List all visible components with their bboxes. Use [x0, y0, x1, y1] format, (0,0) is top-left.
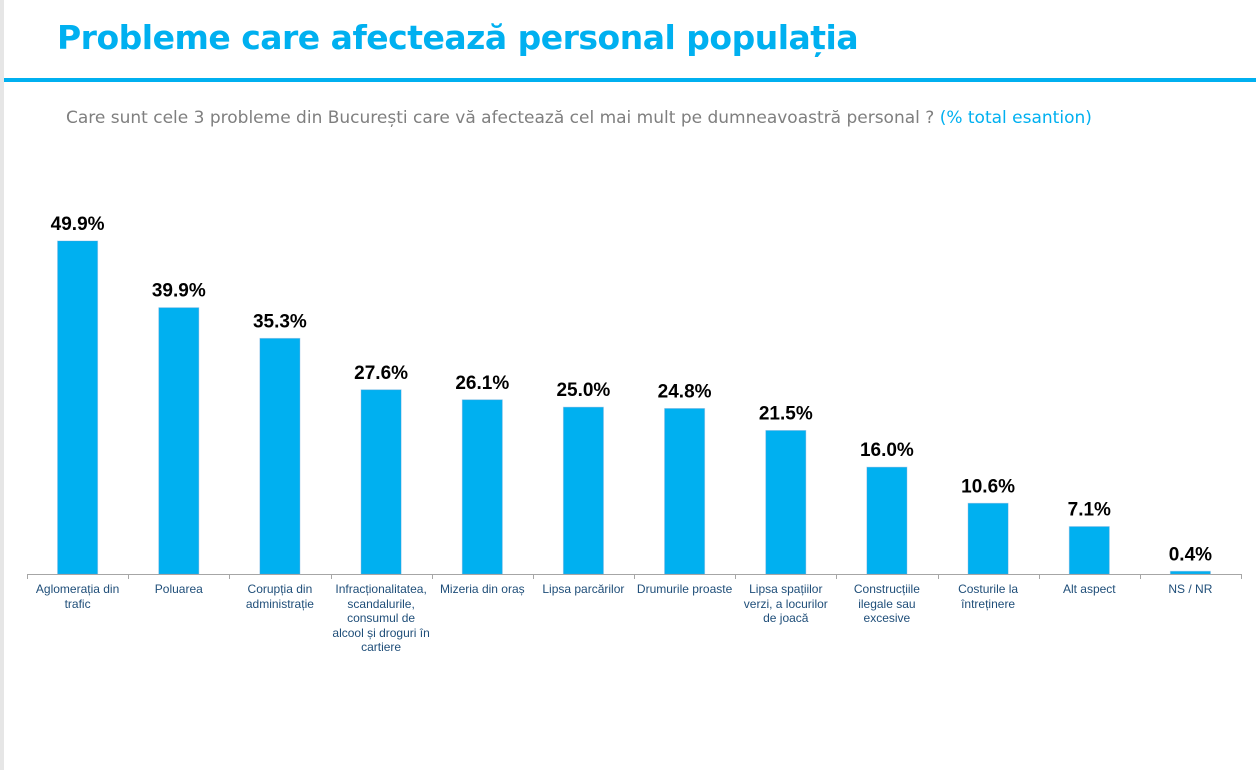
title-divider — [4, 78, 1256, 82]
data-label: 49.9% — [51, 214, 105, 235]
x-tick-label-line: Aglomerația din — [35, 582, 120, 596]
data-label: 7.1% — [1068, 500, 1111, 521]
x-tick-label-line: Construcțiile — [853, 582, 920, 596]
data-label: 16.0% — [860, 440, 914, 461]
bar — [1068, 526, 1110, 575]
x-tick-label: Infracționalitatea, scandalurile, consumul… — [331, 582, 431, 655]
x-tick-label-line: de joacă — [763, 611, 809, 625]
x-tick-label-line: excesive — [863, 611, 911, 625]
data-label: 39.9% — [152, 281, 206, 302]
data-label: 26.1% — [455, 373, 509, 394]
page-title: Probleme care afectează personal populaț… — [57, 18, 859, 57]
data-label: 35.3% — [253, 311, 307, 332]
value-labels-group: 49.9% 39.9% 35.3% 27.6% 26.1% 25.0% 24.8% 21.5%… — [51, 214, 1212, 565]
x-tick-label-line: Drumurile proaste — [636, 582, 733, 596]
bar — [259, 337, 301, 575]
bar — [562, 406, 604, 575]
x-tick-label-line: Alt aspect — [1062, 582, 1116, 596]
bar — [664, 408, 706, 575]
x-tick-label-line: Lipsa spațiilor — [749, 582, 823, 596]
x-tick-label-line: trafic — [64, 596, 91, 611]
x-tick-label: Lipsa spațiilor verzi, a locurilor de joac… — [736, 582, 836, 626]
x-tick-label-line: întreținere — [961, 596, 1016, 611]
subtitle-question: Care sunt cele 3 probleme din București … — [66, 108, 935, 128]
x-tick-label-line: alcool și droguri în — [332, 625, 430, 640]
x-tick-label-line: ilegale sau — [858, 596, 916, 611]
left-edge-strip — [0, 0, 4, 770]
x-tick-label: Corupția din administrație — [230, 582, 330, 611]
data-label: 10.6% — [961, 476, 1015, 497]
x-tick-label-line: verzi, a locurilor — [743, 596, 828, 611]
x-tick-label: Drumurile proaste — [635, 582, 735, 597]
x-tick-label-line: cartiere — [361, 640, 402, 654]
x-tick-label: Aglomerația din trafic — [28, 582, 128, 611]
x-tick-label-line: consumul de — [347, 611, 416, 625]
data-label: 0.4% — [1169, 544, 1212, 565]
x-tick-label-line: Corupția din — [247, 582, 313, 596]
bar — [461, 399, 503, 575]
bar — [1169, 570, 1211, 575]
bar — [360, 389, 402, 575]
x-tick-label-line: Infracționalitatea, — [335, 582, 427, 596]
x-tick-label-line: NS / NR — [1168, 582, 1213, 596]
x-tick-label: NS / NR — [1140, 582, 1240, 597]
x-tick-label-line: scandalurile, — [347, 596, 415, 611]
x-tick-label-line: Costurile la — [958, 582, 1019, 596]
x-tick-label: Alt aspect — [1039, 582, 1139, 597]
x-tick-label: Mizeria din oraș — [432, 582, 532, 597]
bar — [158, 307, 200, 575]
x-tick-label-line: Poluarea — [154, 582, 203, 596]
data-label: 24.8% — [658, 382, 712, 403]
x-tick-label-line: administrație — [245, 596, 314, 611]
bar — [765, 430, 807, 575]
bars-group — [57, 240, 1211, 575]
x-axis — [27, 574, 1242, 579]
x-tick-label-line: Mizeria din oraș — [439, 582, 525, 596]
chart-subtitle: Care sunt cele 3 probleme din București … — [66, 108, 1092, 128]
x-tick-label: Costurile la întreținere — [938, 582, 1038, 611]
x-tick-label: Poluarea — [129, 582, 229, 597]
x-tick-label: Construcțiile ilegale sau excesive — [837, 582, 937, 626]
x-tick-label: Lipsa parcărilor — [533, 582, 633, 597]
data-label: 27.6% — [354, 363, 408, 384]
data-label: 21.5% — [759, 404, 813, 425]
subtitle-sample-note: (% total esantion) — [939, 108, 1092, 128]
data-label: 25.0% — [556, 380, 610, 401]
bar — [967, 502, 1009, 575]
x-tick-label-line: Lipsa parcărilor — [542, 582, 625, 596]
bar — [866, 466, 908, 575]
bar — [57, 240, 99, 575]
